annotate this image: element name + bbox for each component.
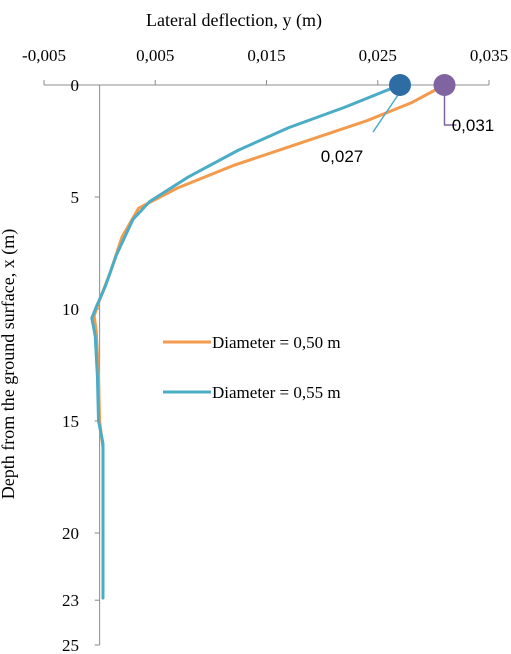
- leader-line-2: [443, 95, 457, 126]
- y-tick-label: 10: [62, 300, 79, 319]
- x-tick-label: 0,005: [136, 46, 174, 65]
- axes: -0,005 0,005 0,015 0,025 0,035 0 5 10 15 20 23 25: [22, 46, 508, 654]
- y-tick-label: 23: [62, 591, 79, 610]
- y-tick-label: 5: [71, 188, 80, 207]
- legend: Diameter = 0,50 m Diameter = 0,55 m: [163, 333, 341, 402]
- y-tick-label: 0: [71, 76, 80, 95]
- annotation-layer: 0,027 0,031: [321, 74, 495, 166]
- x-tick-label: 0,025: [359, 46, 397, 65]
- leader-line-1: [372, 94, 399, 133]
- legend-label-1: Diameter = 0,50 m: [212, 333, 341, 352]
- series-layer: [90, 83, 446, 600]
- legend-label-2: Diameter = 0,55 m: [212, 383, 341, 402]
- max-deflection-marker-1: [389, 74, 411, 96]
- y-tick-label: 15: [62, 412, 79, 431]
- annotation-label-1: 0,027: [321, 147, 364, 166]
- y-tick-label: 20: [62, 524, 79, 543]
- x-axis-title: Lateral deflection, y (m): [146, 10, 322, 31]
- series-line-2: [90, 83, 402, 600]
- annotation-label-2: 0,031: [452, 116, 495, 135]
- x-tick-label: 0,035: [470, 46, 508, 65]
- max-deflection-marker-2: [433, 74, 456, 96]
- y-tick-label: 25: [62, 636, 79, 654]
- x-tick-label: 0,015: [247, 46, 285, 65]
- x-tick-label: -0,005: [22, 46, 66, 65]
- y-axis-title: Depth from the ground surface, x (m): [0, 229, 19, 499]
